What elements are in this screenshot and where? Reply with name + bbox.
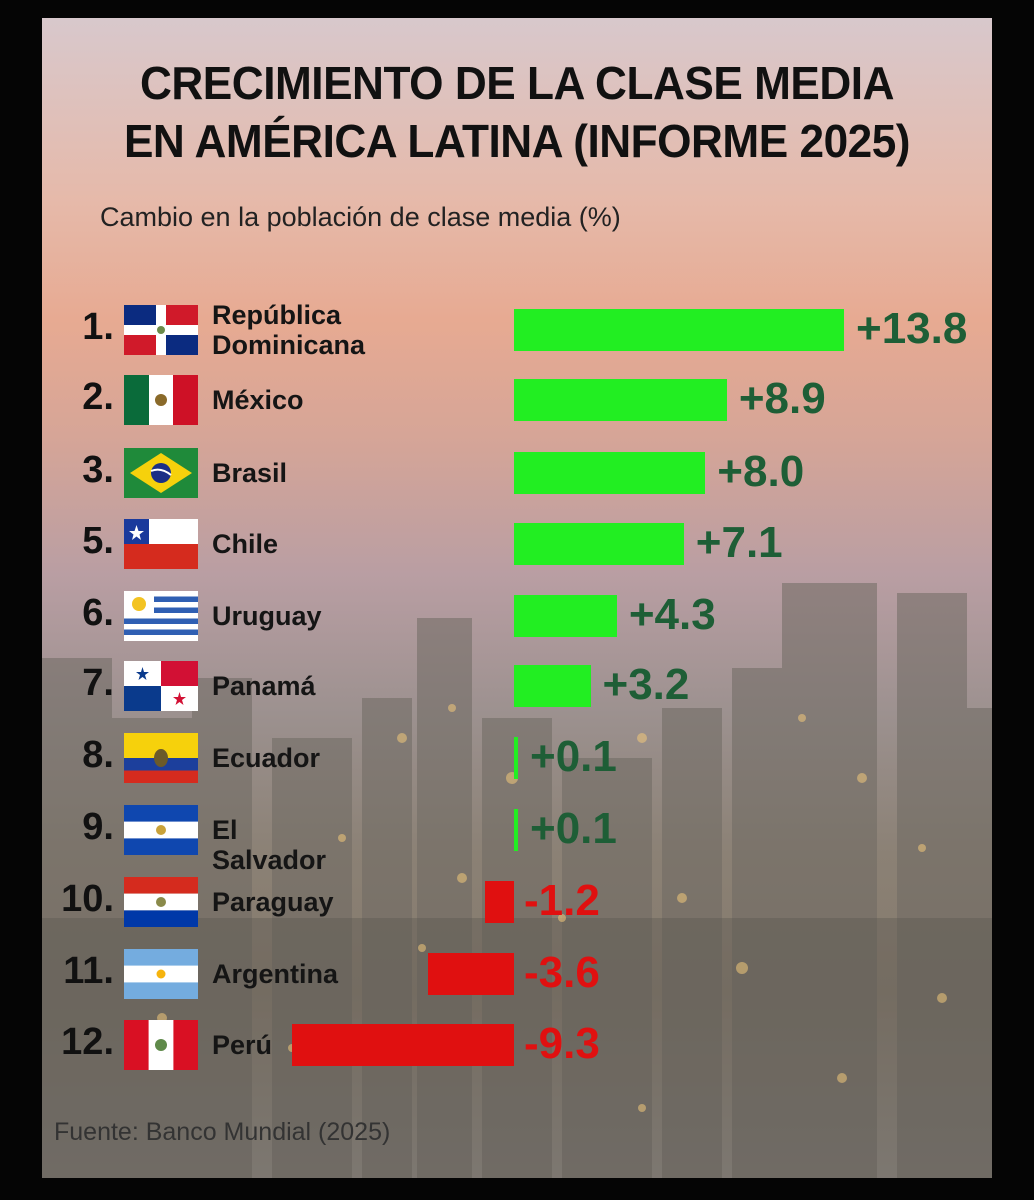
bar	[514, 379, 727, 421]
country-label: Panamá	[212, 671, 316, 701]
flag-peru-icon	[124, 1020, 198, 1070]
value-label: +13.8	[856, 304, 968, 353]
flag-uruguay-icon	[124, 591, 198, 641]
country-label-line: Chile	[212, 529, 279, 559]
flag-mexico-icon	[124, 375, 198, 425]
flag-panama-icon	[124, 661, 198, 711]
bar	[514, 737, 518, 779]
country-label-line: México	[212, 385, 304, 415]
flag-paraguay-icon	[124, 877, 198, 927]
infographic-card: CRECIMIENTO DE LA CLASE MEDIA EN AMÉRICA…	[42, 18, 992, 1178]
value-label: +3.2	[602, 660, 690, 709]
chart-subtitle: Cambio en la población de clase media (%…	[100, 202, 621, 232]
bar	[514, 665, 591, 707]
country-label-line: El Salvador	[212, 815, 327, 875]
title-line-1: CRECIMIENTO DE LA CLASE MEDIA	[139, 57, 895, 109]
rank-label: 6.	[82, 592, 114, 634]
country-label: Argentina	[212, 959, 338, 989]
rank-label: 5.	[82, 520, 114, 562]
country-label: Ecuador	[212, 743, 320, 773]
flag-ecuador-icon	[124, 733, 198, 783]
source-note: Fuente: Banco Mundial (2025)	[54, 1118, 391, 1146]
bar	[291, 1024, 514, 1066]
rank-label: 8.	[82, 734, 114, 776]
value-label: -3.6	[524, 948, 600, 997]
bar	[514, 809, 518, 851]
country-label: Paraguay	[212, 887, 334, 917]
rank-label: 2.	[82, 376, 114, 418]
country-label: Uruguay	[212, 601, 322, 631]
bar	[514, 595, 617, 637]
country-label: Chile	[212, 529, 278, 559]
value-label: +0.1	[530, 732, 617, 781]
bar	[427, 953, 514, 995]
country-label-line: Perú	[212, 1030, 273, 1060]
country-label: República Dominicana	[212, 300, 365, 360]
country-label-line: Brasil	[212, 458, 288, 488]
value-label: +7.1	[695, 518, 783, 567]
bar	[514, 452, 706, 494]
country-label-line: Argentina	[212, 959, 339, 989]
flag-dominican-republic-icon	[124, 305, 198, 355]
city-skyline-background	[42, 583, 992, 1178]
country-label-line: Dominicana	[212, 330, 366, 360]
country-label: Perú	[212, 1030, 272, 1060]
country-label: El Salvador	[212, 815, 326, 875]
bar	[485, 881, 514, 923]
flag-brazil-icon	[124, 448, 198, 498]
country-label-line: Panamá	[212, 671, 316, 701]
value-label: +8.9	[738, 374, 826, 423]
value-label: +4.3	[628, 590, 716, 639]
country-label-line: República	[212, 300, 342, 330]
flag-chile-icon	[124, 519, 198, 569]
bar	[514, 309, 844, 351]
country-label-line: Uruguay	[212, 601, 322, 631]
country-label-line: Paraguay	[212, 887, 334, 917]
value-label: +8.0	[717, 447, 805, 496]
value-label: -1.2	[524, 876, 600, 925]
country-label-line: Ecuador	[212, 743, 321, 773]
flag-argentina-icon	[124, 949, 198, 999]
value-label: +0.1	[530, 804, 617, 853]
country-label: México	[212, 385, 304, 415]
country-label: Brasil	[212, 458, 287, 488]
rank-label: 11.	[63, 950, 114, 992]
title-line-2: EN AMÉRICA LATINA (INFORME 2025)	[123, 115, 911, 167]
rank-label: 10.	[61, 878, 114, 920]
rank-label: 1.	[82, 306, 114, 348]
value-label: -9.3	[524, 1019, 600, 1068]
flag-el-salvador-icon	[124, 805, 198, 855]
rank-label: 9.	[82, 806, 114, 848]
rank-label: 3.	[82, 449, 114, 491]
bar	[514, 523, 684, 565]
chart-title: CRECIMIENTO DE LA CLASE MEDIA EN AMÉRICA…	[61, 54, 973, 170]
rank-label: 12.	[61, 1021, 114, 1063]
rank-label: 7.	[82, 662, 114, 704]
